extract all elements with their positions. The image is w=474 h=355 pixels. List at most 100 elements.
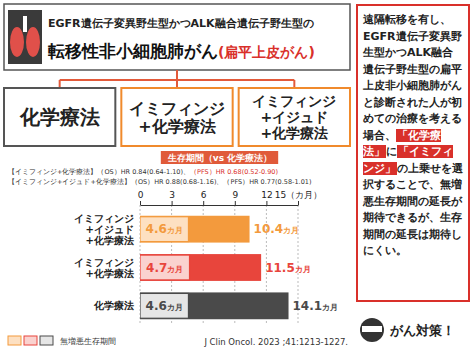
os-label: 10.4カ月 — [254, 222, 300, 236]
tick-label: 3 — [169, 190, 175, 200]
side-note-text: に — [386, 145, 397, 158]
category-line: 化学療法 — [93, 300, 134, 311]
hr-pfs: （PFS）HR 0.68(0.52-0.90) — [190, 168, 278, 176]
category-line: イミフィンジ — [74, 213, 134, 224]
category-line: +化学療法 — [86, 235, 134, 246]
category-line: +化学療法 — [86, 268, 134, 279]
chart-title-bg — [161, 151, 278, 164]
treatment-label: 化学療法 — [19, 105, 100, 129]
label-number: 4.7 — [146, 261, 167, 275]
grid — [140, 205, 298, 325]
label-number: 11.5 — [265, 261, 295, 275]
lung-left — [10, 27, 24, 57]
legend: 無増悪生存期間 — [8, 336, 116, 346]
hazard-ratio: 【イミフィンジ+イジュド+化学療法】（OS）HR 0.88(0.68-1.16)… — [8, 178, 311, 186]
connector — [60, 70, 295, 88]
pfs-bar — [140, 293, 188, 318]
pfs-label: 4.7カ月 — [146, 261, 183, 275]
tick-label: 12 — [261, 190, 272, 200]
label-number: 10.4 — [254, 222, 284, 236]
pfs-label: 4.6カ月 — [146, 222, 183, 236]
os-label: 14.1カ月 — [293, 299, 339, 313]
legend-swatch — [24, 336, 37, 345]
connector-line — [293, 80, 295, 88]
treatment-box — [121, 88, 232, 146]
category-label: イミフィンジ+イジュド+化学療法 — [74, 213, 134, 246]
title-main: 転移性非小細胞肺がん — [47, 41, 218, 61]
footer-icon — [360, 318, 384, 342]
hr-label: 【イミフィンジ+イジュド+化学療法】 — [8, 178, 131, 186]
tick-mark — [140, 201, 141, 205]
tick: 12 — [261, 190, 272, 205]
tick-mark — [172, 201, 173, 205]
tick-label: 9 — [232, 190, 238, 200]
title-accent: (扁平上皮がん) — [218, 44, 315, 60]
connector-line — [176, 80, 178, 88]
treatment-label: イミフィンジ+化学療法 — [129, 99, 225, 136]
treatment-line: +イジュド — [260, 109, 328, 125]
tick: 6 — [201, 190, 207, 205]
lung-icon-bg — [8, 10, 42, 64]
axis-line — [141, 205, 299, 206]
label-unit: カ月 — [283, 226, 299, 235]
hazard-ratio: 【イミフィンジ+化学療法】（OS）HR 0.84(0.64-1.10)、（PFS… — [8, 168, 278, 176]
treatment-box — [4, 88, 115, 146]
tick-mark — [298, 201, 299, 205]
label-number: 14.1 — [293, 299, 323, 313]
citation: J Clin Oncol. 2023 ;41:1213-1227. — [203, 337, 348, 347]
tick-label: 0 — [138, 190, 144, 200]
label-number: 4.6 — [146, 299, 167, 313]
os-bar — [140, 216, 250, 243]
os-bar — [140, 292, 289, 319]
footer: がん対策！ — [360, 318, 455, 342]
tick: 3 — [169, 190, 175, 205]
pfs-bar — [140, 217, 188, 242]
tick-mark — [203, 201, 204, 205]
pfs-bar — [140, 255, 190, 280]
label-number: 4.6 — [146, 222, 167, 236]
treatment-line: +化学療法 — [138, 117, 215, 136]
side-note-text: 遠隔転移を有し、EGFR遺伝子変異野生型かつALK融合遺伝子野生型の扁平上皮非小… — [363, 13, 462, 142]
treatment-line: +化学療法 — [260, 125, 328, 141]
os-label: 11.5カ月 — [265, 261, 311, 275]
connector-line — [176, 70, 178, 80]
legend-label: 無増悪生存期間 — [60, 337, 116, 346]
treatment-box — [239, 88, 350, 146]
title-line2: 転移性非小細胞肺がん(扁平上皮がん) — [47, 41, 315, 61]
treatment-line: イミフィンジ — [252, 93, 336, 109]
trachea — [23, 16, 27, 32]
chart-title-group: 生存期間（vs 化学療法） — [161, 151, 278, 164]
hr-label: 【イミフィンジ+化学療法】 — [8, 168, 97, 176]
connector-line — [59, 80, 61, 88]
lung-right — [26, 27, 40, 57]
label-unit: カ月 — [295, 265, 311, 274]
footer-text: がん対策！ — [389, 323, 455, 338]
title-line1: EGFR遺伝子変異野生型かつALK融合遺伝子野生型の — [48, 17, 314, 30]
treatment-line: 化学療法 — [19, 105, 100, 129]
treatment-line: イミフィンジ — [129, 99, 225, 118]
category-label: イミフィンジ+化学療法 — [74, 257, 134, 279]
side-note: 遠隔転移を有し、EGFR遺伝子変異野生型かつALK融合遺伝子野生型の扁平上皮非小… — [356, 4, 470, 302]
title-box — [4, 4, 350, 70]
category-label: 化学療法 — [93, 300, 134, 311]
x-axis: 0 3 6 9 1215（カ月） — [138, 190, 323, 206]
tick-label: 6 — [201, 190, 207, 200]
hr-os: （OS）HR 0.88(0.68-1.16)、 — [131, 178, 224, 186]
hr-pfs: （PFS）HR 0.77(0.58-1.01) — [223, 178, 311, 186]
treatment-label: イミフィンジ+イジュド+化学療法 — [252, 93, 336, 141]
label-unit: カ月 — [322, 303, 338, 312]
tick: 9 — [232, 190, 238, 205]
label-unit: カ月 — [167, 265, 183, 274]
tick: 15（カ月） — [275, 190, 322, 205]
os-bar — [140, 254, 261, 281]
label-unit: カ月 — [167, 226, 183, 235]
side-note-text: の上乗せを選択することで、無増悪生存期間の延長が期待できるが、生存期間の延長は期… — [363, 162, 463, 258]
tick: 0 — [138, 190, 144, 205]
legend-swatch — [40, 336, 53, 345]
footer-icon-band — [362, 326, 382, 332]
category-line: イミフィンジ — [74, 257, 134, 268]
category-line: +イジュド — [86, 224, 134, 235]
hr-os: （OS）HR 0.84(0.64-1.10)、 — [97, 168, 190, 176]
tick-label: 15（カ月） — [275, 190, 322, 200]
pfs-label: 4.6カ月 — [146, 299, 183, 313]
